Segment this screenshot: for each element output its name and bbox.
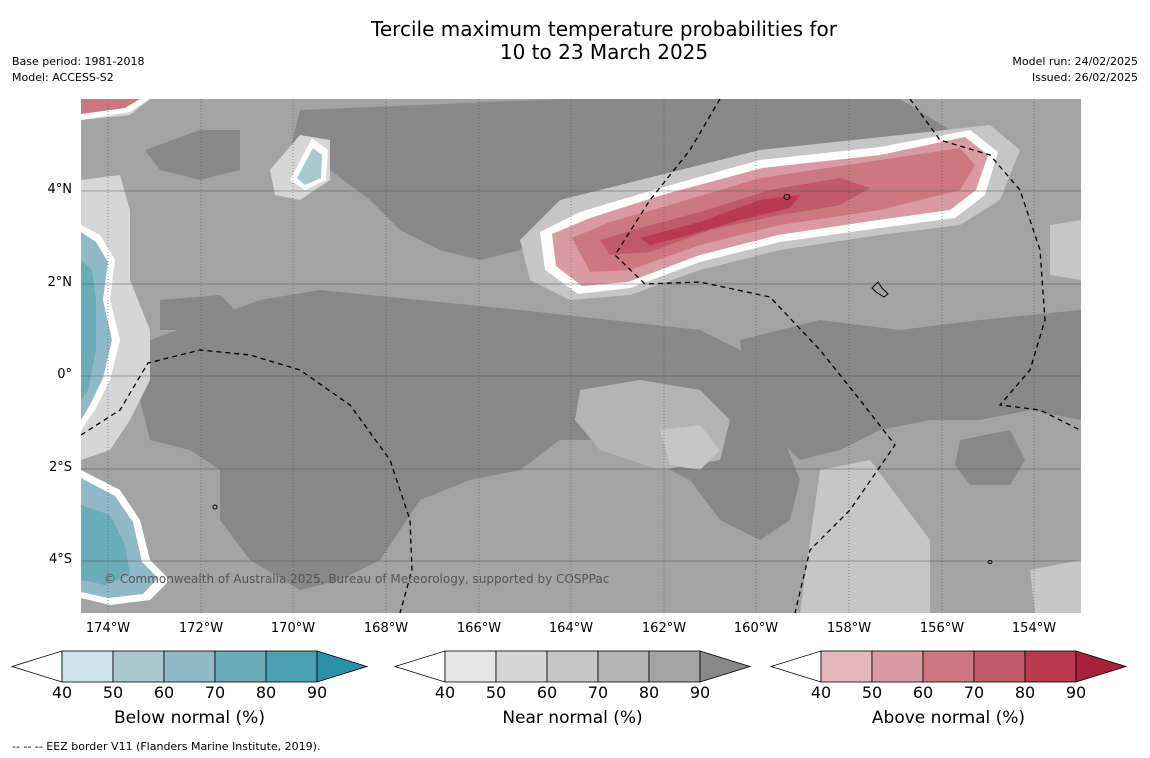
colorbar-above-title: Above normal (%)	[871, 708, 1026, 728]
colorbar-above-segment	[973, 650, 1026, 683]
near-normal-50-south	[800, 460, 930, 613]
lon-label-156w: 156°W	[919, 621, 965, 636]
colorbar-below-segment	[163, 650, 216, 683]
colorbar-below-segment	[214, 650, 267, 683]
colorbar-above-segment	[820, 650, 873, 683]
title-line-2: 10 to 23 March 2025	[499, 40, 709, 64]
colorbar-below-tick: 70	[204, 683, 226, 702]
lon-label-154w: 154°W	[1011, 621, 1057, 636]
near-normal-60-south	[380, 470, 790, 613]
title-line-1: Tercile maximum temperature probabilitie…	[371, 17, 837, 41]
lat-label-4s: 4°S	[48, 552, 72, 567]
near-normal-70-patch	[955, 430, 1025, 485]
lon-label-174w: 174°W	[85, 621, 131, 636]
lon-label-164w: 164°W	[548, 621, 594, 636]
colorbar-below-title: Below normal (%)	[114, 708, 265, 728]
colorbar-below-low-arrow	[10, 650, 63, 683]
colorbar-below-segment	[265, 650, 318, 683]
lat-label-2s: 2°S	[48, 460, 72, 475]
colorbar-below-tick: 60	[153, 683, 175, 702]
near-normal-50-mid	[660, 425, 720, 470]
lat-label-2n: 2°N	[47, 275, 73, 290]
below-normal-50-north	[297, 148, 322, 185]
latitude-gridlines	[81, 190, 1081, 562]
model-text: Model: ACCESS-S2	[12, 71, 114, 84]
colorbar-below-tick: 40	[51, 683, 73, 702]
lon-label-172w: 172°W	[178, 621, 224, 636]
colorbar-above-tick: 80	[1014, 683, 1036, 702]
lon-label-166w: 166°W	[456, 621, 502, 636]
meta-right: Model run: 24/02/2025 Issued: 26/02/2025	[1012, 54, 1138, 86]
colorbar-above-segment	[871, 650, 924, 683]
below-normal-70-sw	[81, 505, 130, 585]
islands	[212, 194, 993, 564]
colorbar-near-tick: 80	[638, 683, 660, 702]
map-title: Tercile maximum temperature probabilitie…	[0, 18, 1150, 64]
colorbar-near-tick: 60	[536, 683, 558, 702]
near-normal-70-patch-2	[160, 295, 240, 330]
lon-label-170w: 170°W	[270, 621, 316, 636]
lon-label-162w: 162°W	[641, 621, 687, 636]
near-normal-70-central	[140, 290, 800, 590]
near-normal-70-east	[740, 310, 1081, 460]
lat-label-4n: 4°N	[47, 182, 73, 197]
colorbar-below-segment	[112, 650, 165, 683]
colorbar-above-tick: 90	[1065, 683, 1087, 702]
colorbar-near-segment	[648, 650, 701, 683]
colorbar-near-title: Near normal (%)	[502, 708, 643, 728]
colorbar-near-segment	[495, 650, 548, 683]
colorbar-above-high-arrow	[1075, 650, 1128, 683]
colorbar-below-segment	[61, 650, 114, 683]
meta-left: Base period: 1981-2018 Model: ACCESS-S2	[12, 54, 144, 86]
colorbar-above-segment	[1024, 650, 1077, 683]
above-normal-nw	[81, 99, 140, 114]
colorbar-above-tick: 40	[810, 683, 832, 702]
colorbar-near-tick: 50	[485, 683, 507, 702]
copyright-text: © Commonwealth of Australia 2025, Bureau…	[104, 572, 610, 586]
lon-label-168w: 168°W	[363, 621, 409, 636]
colorbar-near-segment	[546, 650, 599, 683]
lat-label-0: 0°	[57, 367, 72, 382]
near-normal-50-east	[1050, 220, 1081, 280]
colorbar-below-tick: 90	[306, 683, 328, 702]
colorbar-near-high-arrow	[699, 650, 752, 683]
above-normal-80	[640, 195, 800, 245]
colorbar-near-segment	[597, 650, 650, 683]
colorbar-near-tick: 70	[587, 683, 609, 702]
near-normal-70-nw	[145, 130, 240, 180]
lon-label-158w: 158°W	[826, 621, 872, 636]
issued-text: Issued: 26/02/2025	[1031, 71, 1138, 84]
colorbar-near-tick: 40	[434, 683, 456, 702]
model-run-text: Model run: 24/02/2025	[1012, 55, 1138, 68]
colorbar-below-high-arrow	[316, 650, 369, 683]
colorbar-near-tick: 90	[689, 683, 711, 702]
colorbar-above-tick: 70	[963, 683, 985, 702]
colorbar-above-segment	[922, 650, 975, 683]
base-period-text: Base period: 1981-2018	[12, 55, 145, 68]
colorbar-above-low-arrow	[769, 650, 822, 683]
colorbar-near-segment	[444, 650, 497, 683]
colorbar-above-tick: 50	[861, 683, 883, 702]
eez-borders	[81, 99, 1081, 613]
colorbar-above-tick: 60	[912, 683, 934, 702]
colorbars	[10, 650, 1128, 683]
colorbar-below-tick: 80	[255, 683, 277, 702]
near-normal-50-se	[1030, 560, 1081, 613]
footnote-eez: -- -- -- EEZ border V11 (Flanders Marine…	[12, 740, 321, 753]
colorbar-below-tick: 50	[102, 683, 124, 702]
near-normal-70-north	[290, 99, 950, 260]
below-normal-70-west	[81, 260, 96, 400]
map-area	[81, 99, 1081, 613]
lon-label-160w: 160°W	[733, 621, 779, 636]
colorbar-near-low-arrow	[393, 650, 446, 683]
